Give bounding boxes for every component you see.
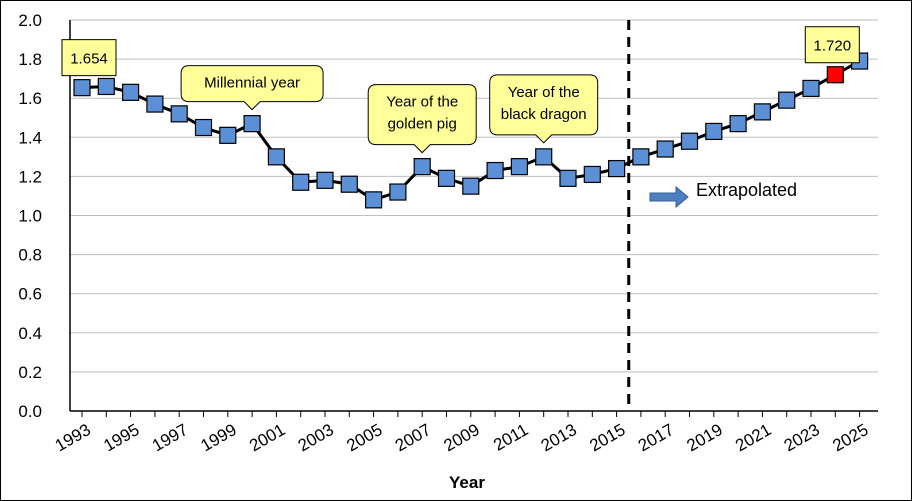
x-tick-label: 2021 <box>732 420 774 455</box>
value-label-box <box>61 39 117 77</box>
value-label-box <box>804 26 860 64</box>
y-tick-label: 0.2 <box>18 363 42 382</box>
data-point <box>583 165 601 184</box>
x-axis-title: Year <box>449 473 485 492</box>
x-tick-label: 2001 <box>246 420 288 455</box>
data-point <box>486 161 504 180</box>
data-point <box>243 115 261 133</box>
data-point <box>316 171 334 189</box>
y-tick-label: 0.8 <box>18 246 42 265</box>
data-point-highlight <box>826 66 844 84</box>
y-tick-label: 2.0 <box>18 11 42 30</box>
x-tick-label: 2007 <box>392 420 434 455</box>
data-point <box>146 95 164 113</box>
callout-bubble <box>367 84 477 154</box>
data-point <box>535 148 553 166</box>
data-point <box>73 79 91 97</box>
extrapolated-label: Extrapolated <box>696 180 797 200</box>
data-point <box>607 159 626 178</box>
callout-text: Year of the <box>508 84 580 101</box>
data-point <box>778 91 796 109</box>
x-tick-label: 2019 <box>684 420 726 455</box>
y-tick-label: 1.4 <box>18 128 42 147</box>
x-tick-label: 2005 <box>343 420 385 455</box>
data-point <box>194 118 213 137</box>
data-point <box>292 173 310 191</box>
x-tick-label: 2011 <box>490 420 531 455</box>
data-point <box>680 132 699 150</box>
x-tick-label: 2003 <box>295 420 337 455</box>
data-point <box>170 105 188 123</box>
x-tick-label: 2009 <box>441 420 483 455</box>
data-point <box>462 177 480 195</box>
x-tick-label: 2017 <box>635 420 677 455</box>
data-point <box>802 79 820 98</box>
data-point <box>121 83 140 101</box>
value-label: 1.720 <box>814 38 852 55</box>
callout-bubble <box>180 65 324 111</box>
x-tick-label: 1995 <box>100 420 142 455</box>
data-point <box>413 158 431 176</box>
x-tick-label: 2023 <box>781 420 823 455</box>
data-point <box>389 183 407 201</box>
y-tick-label: 1.8 <box>18 50 42 69</box>
callout-text: Year of the <box>386 94 458 111</box>
y-tick-label: 0.6 <box>18 285 42 304</box>
y-tick-label: 0.4 <box>18 324 42 343</box>
data-point <box>753 103 772 121</box>
data-point <box>705 122 723 141</box>
x-tick-label: 1997 <box>149 420 191 455</box>
data-point <box>267 148 285 166</box>
y-tick-label: 1.6 <box>18 89 42 108</box>
data-point <box>340 175 358 193</box>
data-point <box>437 169 456 187</box>
callout-bubble <box>489 74 599 144</box>
data-point <box>510 158 528 176</box>
callout-text: golden pig <box>388 116 457 133</box>
data-point <box>365 191 383 209</box>
y-tick-label: 0.0 <box>18 402 42 421</box>
data-point <box>219 126 237 144</box>
x-tick-label: 2013 <box>538 420 580 455</box>
data-point <box>729 115 747 133</box>
callout-text: black dragon <box>501 106 587 123</box>
data-point <box>559 169 577 187</box>
y-tick-label: 1.2 <box>18 167 42 186</box>
data-point <box>656 140 674 158</box>
callout-text: Millennial year <box>204 75 300 92</box>
data-point <box>632 148 650 166</box>
y-tick-label: 1.0 <box>18 207 42 226</box>
x-tick-label: 2025 <box>829 420 871 455</box>
x-tick-label: 1999 <box>198 420 240 455</box>
data-point <box>97 77 115 96</box>
x-tick-label: 2015 <box>586 420 628 455</box>
value-label: 1.654 <box>70 51 108 68</box>
arrow-right-icon <box>649 185 689 209</box>
x-tick-label: 1993 <box>52 420 94 455</box>
